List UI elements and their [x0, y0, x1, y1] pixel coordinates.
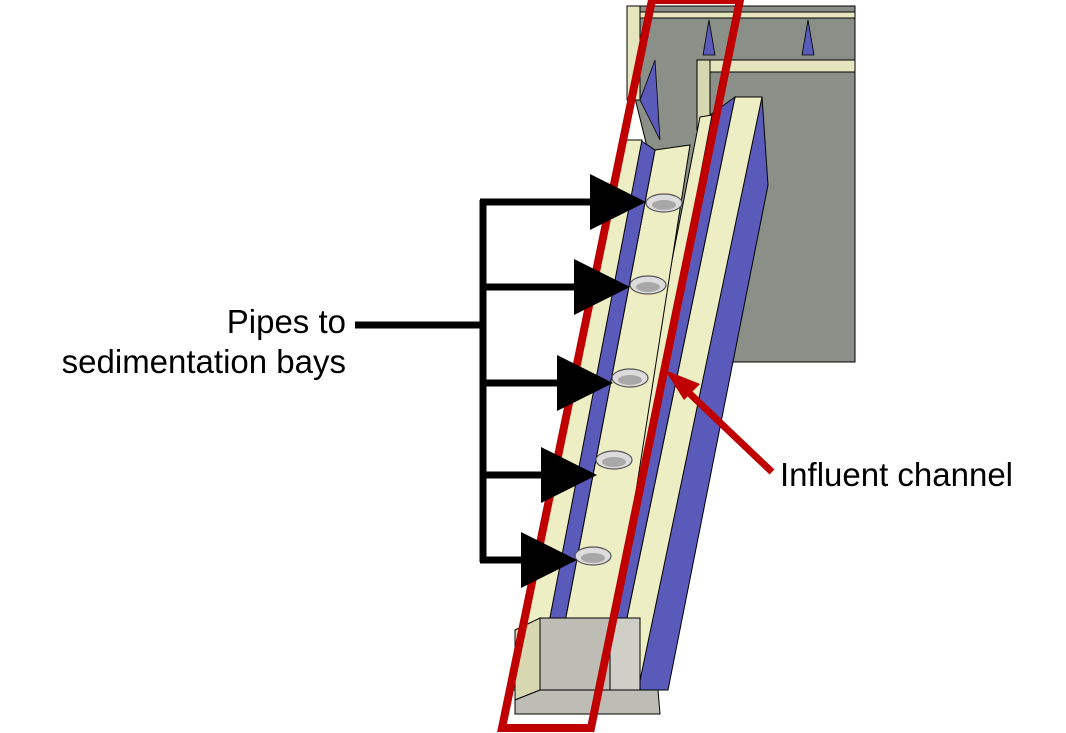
pipes-label-line1: Pipes to: [226, 303, 346, 340]
pipe-openings: [574, 193, 683, 566]
influent-channel-label: Influent channel: [780, 456, 1014, 493]
pipes-label: Pipes to sedimentation bays: [0, 302, 346, 382]
channel-structure: [511, 95, 769, 715]
pipes-bracket: [355, 174, 646, 588]
pipes-label-line2: sedimentation bays: [61, 343, 346, 380]
influent-pointer: [665, 370, 775, 475]
